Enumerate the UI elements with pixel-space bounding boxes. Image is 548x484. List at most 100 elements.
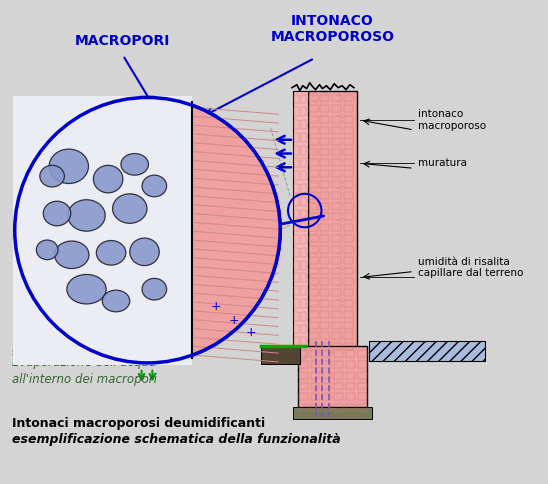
Bar <box>332 268 341 274</box>
Bar <box>309 94 317 102</box>
Ellipse shape <box>102 290 130 312</box>
Bar <box>321 127 329 134</box>
Text: +: + <box>246 326 256 339</box>
Bar <box>344 343 353 350</box>
Bar <box>311 372 319 378</box>
Bar <box>299 382 307 390</box>
Bar <box>321 149 329 155</box>
Bar <box>344 322 353 329</box>
Bar <box>332 116 341 123</box>
Bar <box>321 94 329 102</box>
Bar <box>334 404 343 411</box>
Bar <box>346 393 355 400</box>
Bar <box>309 246 317 253</box>
Bar <box>321 138 329 145</box>
Bar <box>344 235 353 242</box>
Bar <box>299 372 307 378</box>
Bar <box>358 350 367 357</box>
Ellipse shape <box>49 149 88 183</box>
Bar <box>332 127 341 134</box>
Bar <box>294 120 299 129</box>
Bar <box>344 311 353 318</box>
Bar <box>294 261 299 270</box>
Bar <box>309 257 317 264</box>
Bar <box>301 286 306 295</box>
Bar <box>332 159 341 166</box>
Bar <box>294 146 299 154</box>
Bar <box>299 361 307 368</box>
Bar <box>321 289 329 296</box>
Wedge shape <box>147 97 280 363</box>
Bar <box>321 235 329 242</box>
Bar <box>321 192 329 199</box>
Bar <box>332 289 341 296</box>
Bar <box>344 203 353 210</box>
Bar <box>332 203 341 210</box>
Bar <box>294 107 299 116</box>
Bar <box>309 138 317 145</box>
Ellipse shape <box>40 166 64 187</box>
Bar <box>322 404 332 411</box>
Bar <box>344 268 353 274</box>
Bar <box>301 299 306 308</box>
Bar <box>321 333 329 339</box>
Bar <box>301 94 306 104</box>
Bar <box>309 300 317 307</box>
Bar <box>299 350 307 357</box>
Bar <box>321 278 329 285</box>
Bar <box>293 407 372 419</box>
Bar <box>294 197 299 206</box>
Bar <box>332 149 341 155</box>
Bar <box>344 192 353 199</box>
Bar <box>311 350 319 357</box>
Bar <box>321 268 329 274</box>
Bar <box>334 372 343 378</box>
Bar <box>322 361 332 368</box>
Bar <box>301 171 306 180</box>
Bar <box>358 361 367 368</box>
Bar <box>309 127 317 134</box>
Bar <box>358 372 367 378</box>
Bar <box>322 372 332 378</box>
Bar <box>321 224 329 231</box>
Bar <box>301 120 306 129</box>
Bar <box>260 346 300 364</box>
Bar <box>332 170 341 177</box>
Bar <box>301 158 306 167</box>
Bar <box>332 213 341 220</box>
Bar <box>358 404 367 411</box>
Ellipse shape <box>142 175 167 197</box>
Bar <box>332 181 341 188</box>
Bar <box>344 127 353 134</box>
Bar <box>344 94 353 102</box>
Bar <box>346 404 355 411</box>
Bar <box>294 337 299 346</box>
Bar <box>294 94 299 104</box>
Bar <box>309 149 317 155</box>
Bar <box>309 213 317 220</box>
Bar <box>301 273 306 282</box>
Bar <box>294 312 299 320</box>
Bar <box>301 350 306 359</box>
Bar <box>321 322 329 329</box>
Ellipse shape <box>67 274 106 304</box>
Text: +: + <box>229 314 239 327</box>
Bar <box>344 224 353 231</box>
Bar <box>334 361 343 368</box>
Circle shape <box>15 97 280 363</box>
Bar <box>321 213 329 220</box>
Bar <box>294 184 299 193</box>
Bar <box>307 91 357 353</box>
Bar <box>311 404 319 411</box>
Ellipse shape <box>93 166 123 193</box>
Bar <box>358 393 367 400</box>
Bar <box>301 337 306 346</box>
Bar <box>309 106 317 112</box>
Bar <box>309 289 317 296</box>
Bar <box>344 138 353 145</box>
Bar <box>298 346 367 407</box>
Text: MACROPORI: MACROPORI <box>75 34 170 48</box>
Bar <box>321 170 329 177</box>
Bar <box>311 361 319 368</box>
Bar <box>332 333 341 339</box>
